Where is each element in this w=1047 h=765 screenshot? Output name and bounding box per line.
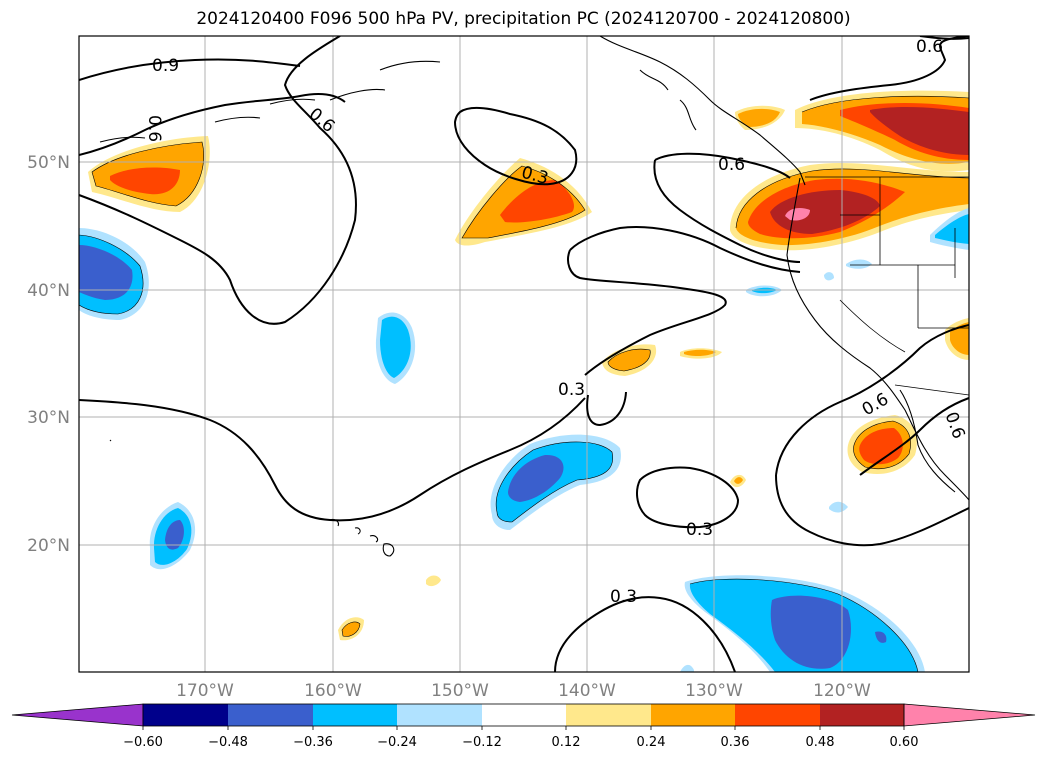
colorbar-tick-label: 0.48	[806, 735, 835, 750]
lon-label: 170°W	[176, 681, 234, 701]
colorbar-extend-min	[11, 703, 144, 727]
colorbar: −0.60 −0.48 −0.36 −0.24 −0.12 0.12 0.24 …	[11, 703, 1036, 750]
colorbar-tick-label: −0.48	[208, 735, 248, 750]
lat-label: 20°N	[27, 536, 70, 556]
contour-label: 0.3	[558, 380, 585, 400]
colorbar-tick-label: 0.36	[721, 735, 750, 750]
lat-label: 50°N	[27, 153, 70, 173]
precip-positive-area	[338, 318, 969, 641]
colorbar-tick-label: −0.60	[123, 735, 163, 750]
political-borders	[805, 176, 969, 396]
precip-outlines	[79, 95, 969, 672]
lat-label: 30°N	[27, 408, 70, 428]
map-panel: 0.9 0.6 0.6 0.6 0.6 0.3 0.3 0.3 0.3 0.6 …	[79, 36, 969, 672]
precip-negative-area	[680, 575, 925, 672]
colorbar-tick-label: 0.60	[890, 735, 919, 750]
precip-negative-area	[149, 502, 196, 570]
colorbar-segment	[651, 704, 735, 726]
contour-label: 0.3	[610, 587, 637, 607]
longitude-labels: 170°W 160°W 150°W 140°W 130°W 120°W	[176, 681, 871, 701]
contour-label: 0.6	[916, 37, 943, 57]
colorbar-segment	[143, 704, 228, 726]
precip-positive-area	[730, 163, 969, 251]
colorbar-segment	[566, 704, 651, 726]
precip-negative-area	[375, 312, 416, 384]
colorbar-tick-label: −0.12	[462, 735, 502, 750]
colorbar-segment	[482, 704, 566, 726]
lon-label: 140°W	[558, 681, 616, 701]
pv-contours	[79, 36, 969, 672]
precip-positive-area	[735, 90, 969, 172]
precip-negative-area	[490, 434, 621, 530]
colorbar-segment	[397, 704, 482, 726]
contour-label: 0.3	[686, 520, 713, 540]
precip-negative-area	[79, 228, 149, 320]
map-frame	[78, 35, 970, 673]
precip-positive-area	[455, 158, 592, 246]
colorbar-segment	[313, 704, 397, 726]
colorbar-tick-label: −0.24	[377, 735, 417, 750]
colorbar-segment	[820, 704, 904, 726]
precip-negative-area	[746, 208, 969, 513]
colorbar-segment	[228, 704, 313, 726]
map-title: 2024120400 F096 500 hPa PV, precipitatio…	[196, 9, 851, 29]
lon-label: 120°W	[813, 681, 871, 701]
latitude-labels: 50°N 40°N 30°N 20°N	[27, 153, 70, 556]
colorbar-tick-label: −0.36	[293, 735, 333, 750]
contour-label: 0.9	[152, 56, 179, 76]
lon-label: 150°W	[431, 681, 489, 701]
lon-label: 130°W	[685, 681, 743, 701]
colorbar-tick-label: 0.12	[552, 735, 581, 750]
contour-label: 0.6	[718, 155, 745, 175]
precip-positive-area	[847, 415, 917, 475]
lon-label: 160°W	[304, 681, 362, 701]
contour-label: 0.6	[144, 115, 164, 142]
colorbar-segment	[735, 704, 820, 726]
lat-label: 40°N	[27, 281, 70, 301]
colorbar-extend-max	[903, 703, 1036, 727]
precip-anomaly-shading	[79, 90, 969, 672]
colorbar-tick-label: 0.24	[637, 735, 666, 750]
